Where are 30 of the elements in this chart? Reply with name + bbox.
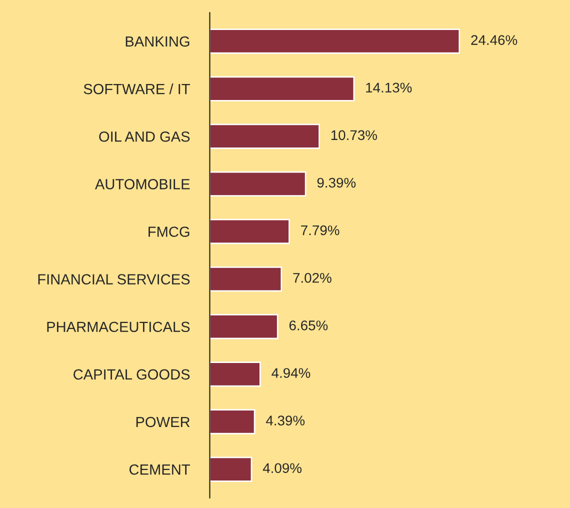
bar xyxy=(210,124,320,149)
y-tick-label: FINANCIAL SERVICES xyxy=(38,274,190,284)
bar xyxy=(210,218,290,244)
y-tick-label: POWER xyxy=(136,416,190,428)
data-label: 14.13% xyxy=(366,82,412,93)
y-tick-label: AUTOMOBILE xyxy=(94,179,190,190)
bar xyxy=(210,76,355,102)
data-label: 4.94% xyxy=(272,368,310,378)
data-label: 24.46% xyxy=(471,35,518,45)
data-label: 6.65% xyxy=(289,320,328,330)
data-label: 9.39% xyxy=(317,178,356,188)
y-tick-label: BANKING xyxy=(126,36,190,47)
data-label: 7.79% xyxy=(301,225,340,236)
data-label: 4.09% xyxy=(262,463,302,474)
bar xyxy=(210,171,306,197)
y-tick-label: SOFTWARE / IT xyxy=(84,84,190,94)
y-tick-label: CAPITAL GOODS xyxy=(74,369,190,380)
bar xyxy=(210,28,460,54)
data-label: 7.02% xyxy=(293,272,332,283)
bar xyxy=(210,362,261,387)
data-label: 10.73% xyxy=(331,130,377,140)
bar xyxy=(210,266,282,292)
y-tick-label: PHARMACEUTICALS xyxy=(47,322,190,332)
y-tick-label: OIL AND GAS xyxy=(99,131,190,142)
bar xyxy=(210,456,252,482)
y-tick-label: FMCG xyxy=(148,226,190,237)
y-tick-label: CEMENT xyxy=(129,464,190,475)
bar xyxy=(210,409,256,434)
data-label: 4.39% xyxy=(266,416,305,426)
bar xyxy=(210,314,278,340)
